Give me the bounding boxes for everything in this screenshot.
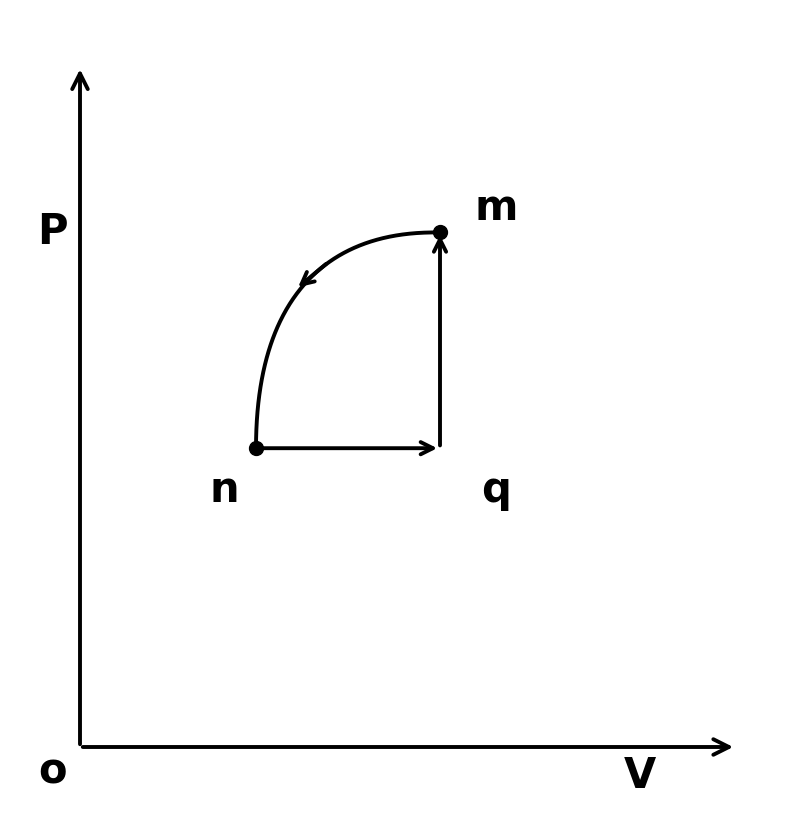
Point <box>250 442 262 455</box>
Text: m: m <box>474 187 518 228</box>
Text: P: P <box>37 212 67 253</box>
Text: o: o <box>38 751 66 793</box>
Point <box>434 226 446 239</box>
Text: q: q <box>481 469 511 510</box>
Text: n: n <box>209 469 239 510</box>
Text: V: V <box>624 755 656 797</box>
